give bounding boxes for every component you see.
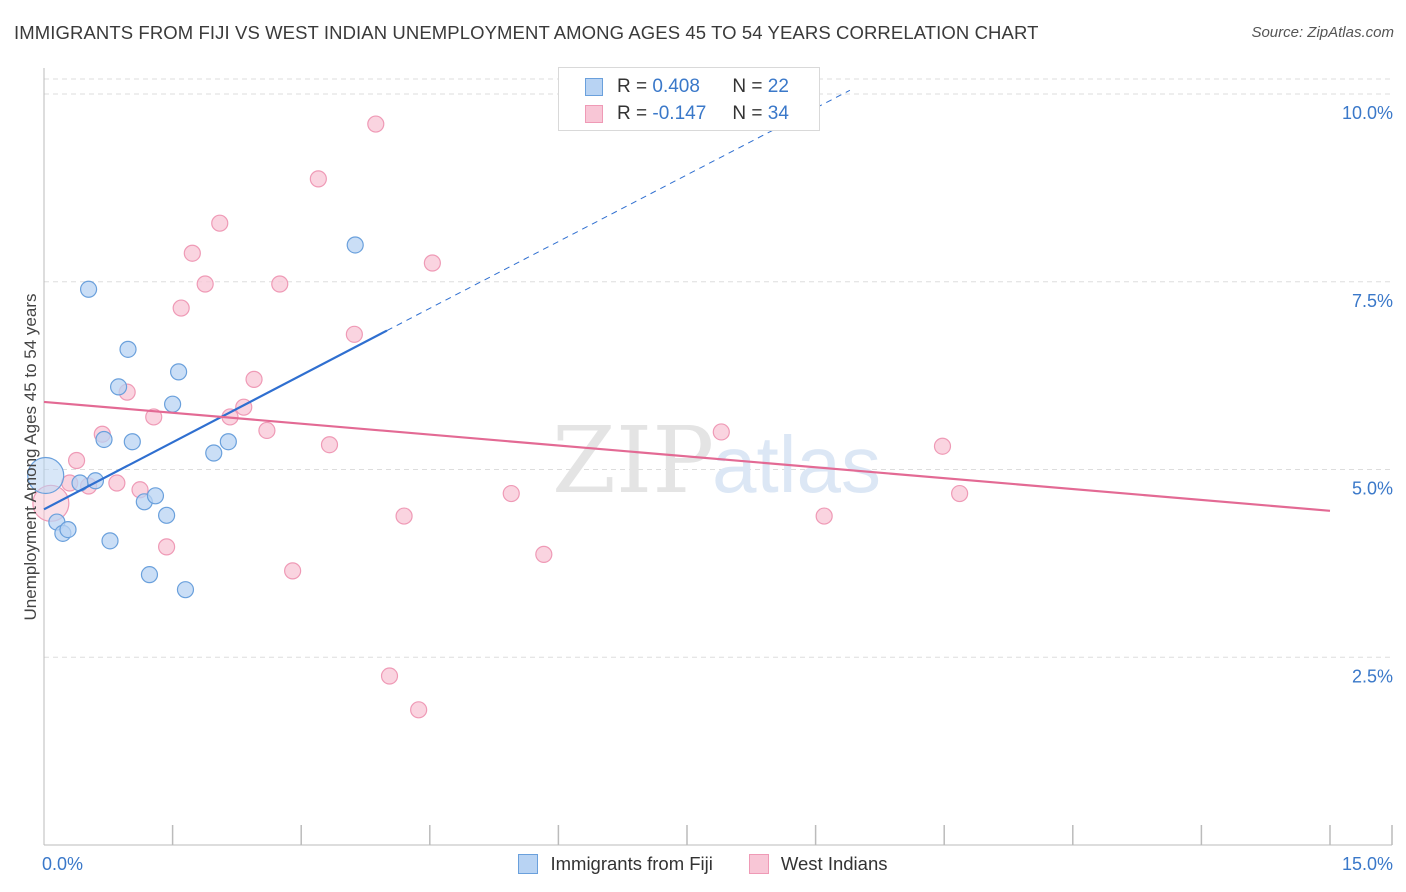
west-indian-point xyxy=(172,299,190,317)
legend-swatch-fiji xyxy=(518,854,539,874)
watermark-atlas: atlas xyxy=(712,420,881,509)
west-indian-point xyxy=(345,325,363,343)
west-indian-point xyxy=(157,538,176,556)
y-tick-label: 7.5% xyxy=(1352,291,1393,311)
legend-r-label: R = xyxy=(617,76,648,97)
fiji-point xyxy=(79,280,98,298)
stats-legend: R = 0.408 N = 22 R = -0.147 N = 34 xyxy=(558,67,820,131)
west-indian-point xyxy=(380,667,399,685)
fiji-point xyxy=(59,520,77,539)
watermark-zip: ZIP xyxy=(552,407,714,514)
fiji-point xyxy=(164,395,182,413)
legend-swatch-fiji xyxy=(585,78,603,96)
legend-r-value: 0.408 xyxy=(652,76,700,97)
fiji-point xyxy=(176,581,195,599)
y-axis-title: Unemployment Among Ages 45 to 54 years xyxy=(21,294,40,621)
chart-title: IMMIGRANTS FROM FIJI VS WEST INDIAN UNEM… xyxy=(14,22,1039,43)
west-indian-trend-line xyxy=(43,400,1331,512)
source-credit: Source: ZipAtlas.com xyxy=(1251,24,1394,41)
legend-n-label: N = xyxy=(732,76,763,97)
legend-swatch-west-indians xyxy=(585,105,603,123)
legend-label-west-indians: West Indians xyxy=(780,853,888,874)
west-indian-point xyxy=(367,115,385,133)
west-indian-point xyxy=(284,562,302,580)
west-indian-point xyxy=(410,701,428,719)
series-legend: Immigrants from Fiji West Indians xyxy=(0,851,1406,877)
fiji-point xyxy=(219,433,237,451)
west-indian-point xyxy=(535,545,553,563)
west-indian-point xyxy=(309,170,327,188)
west-indian-point xyxy=(67,451,86,470)
legend-r-label: R = xyxy=(617,103,648,124)
fiji-point xyxy=(101,532,119,550)
x-tick-label: 0.0% xyxy=(42,854,83,874)
west-indian-point xyxy=(196,275,214,293)
west-indian-point xyxy=(108,474,126,492)
west-indian-point xyxy=(815,507,833,525)
legend-item-fiji[interactable]: Immigrants from Fiji xyxy=(518,851,713,877)
legend-item-west-indians[interactable]: West Indians xyxy=(748,851,888,877)
fiji-point xyxy=(27,456,65,495)
legend-label-fiji: Immigrants from Fiji xyxy=(550,853,713,874)
legend-n-label: N = xyxy=(732,103,763,124)
fiji-point xyxy=(146,487,165,505)
west-indian-point xyxy=(320,436,339,454)
legend-n-value: 34 xyxy=(767,103,789,124)
fiji-point xyxy=(119,340,137,358)
legend-r-value: -0.147 xyxy=(652,103,707,124)
legend-row-west-indians: R = -0.147 N = 34 xyxy=(585,101,789,127)
west-indian-point xyxy=(933,437,952,455)
west-indian-point xyxy=(395,507,413,525)
fiji-point xyxy=(157,506,176,524)
legend-n-value: 22 xyxy=(767,76,789,97)
fiji-point xyxy=(346,236,364,254)
fiji-trend-line xyxy=(43,329,388,511)
west-indian-point xyxy=(712,423,730,441)
fiji-point xyxy=(109,378,128,396)
west-indian-point xyxy=(258,421,276,440)
legend-swatch-west-indians xyxy=(748,854,769,874)
fiji-point xyxy=(123,433,141,451)
west-indian-point xyxy=(245,370,263,388)
fiji-point xyxy=(170,363,188,381)
west-indian-point xyxy=(183,244,201,262)
fiji-point xyxy=(205,444,223,462)
west-indian-point xyxy=(145,408,163,426)
x-tick-label: 15.0% xyxy=(1342,854,1393,874)
fiji-point xyxy=(95,430,113,449)
fiji-point xyxy=(140,566,159,584)
y-tick-label: 10.0% xyxy=(1342,103,1393,123)
west-indian-point xyxy=(423,254,441,272)
y-tick-label: 2.5% xyxy=(1352,666,1393,686)
y-tick-label: 5.0% xyxy=(1352,479,1393,499)
west-indian-point xyxy=(502,484,520,503)
west-indian-point xyxy=(271,275,289,293)
west-indian-point xyxy=(951,484,969,503)
west-indian-point xyxy=(211,214,229,232)
legend-row-fiji: R = 0.408 N = 22 xyxy=(585,74,789,100)
